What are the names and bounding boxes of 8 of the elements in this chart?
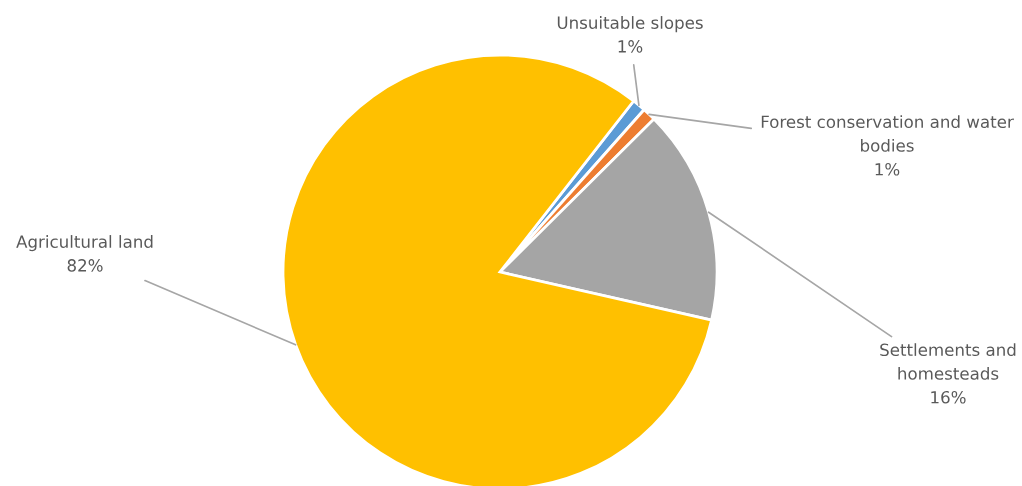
data-label: 82% bbox=[67, 259, 103, 272]
data-label: 16% bbox=[931, 390, 966, 404]
data-label: 1% bbox=[875, 162, 900, 176]
data-label: 1% bbox=[618, 40, 643, 53]
slice-label: Unsuitable slopes bbox=[557, 16, 703, 33]
slice-label: Settlements and homesteads bbox=[880, 343, 1016, 380]
slice-label: Agricultural land bbox=[16, 235, 153, 252]
slice-label: Forest conservation and water bodies bbox=[761, 115, 1014, 152]
